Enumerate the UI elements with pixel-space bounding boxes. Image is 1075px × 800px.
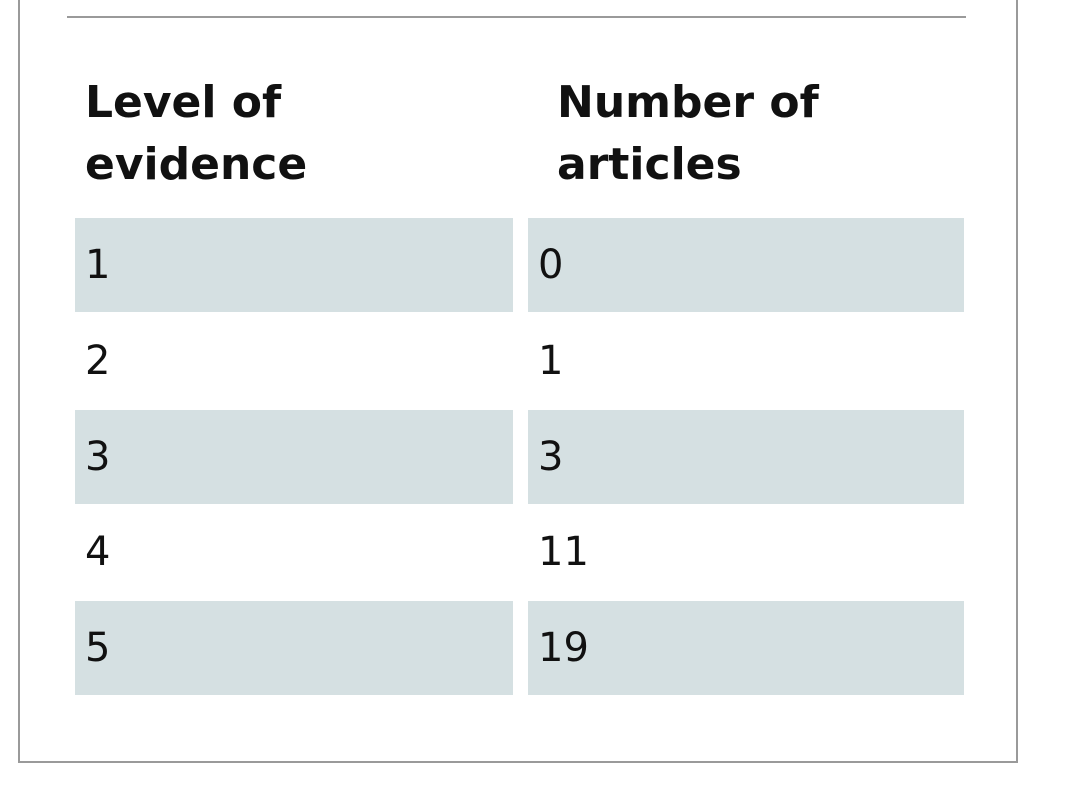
table-cell: 0 bbox=[528, 218, 964, 312]
table-cell: 3 bbox=[75, 409, 513, 504]
table-cell: 2 bbox=[85, 337, 111, 384]
table-cell: 1 bbox=[75, 218, 513, 312]
table-cell: 5 bbox=[75, 601, 513, 696]
table-cell: 4 bbox=[85, 529, 111, 576]
column-header: Number of articles bbox=[557, 77, 819, 190]
column-header: Level of evidence bbox=[85, 77, 308, 190]
table-cell: 11 bbox=[538, 529, 589, 576]
table-cell: 19 bbox=[528, 601, 964, 696]
top-rule bbox=[67, 16, 966, 18]
table-cell: 3 bbox=[528, 409, 964, 504]
table-frame bbox=[18, 0, 1018, 763]
table-cell: 1 bbox=[538, 337, 564, 384]
